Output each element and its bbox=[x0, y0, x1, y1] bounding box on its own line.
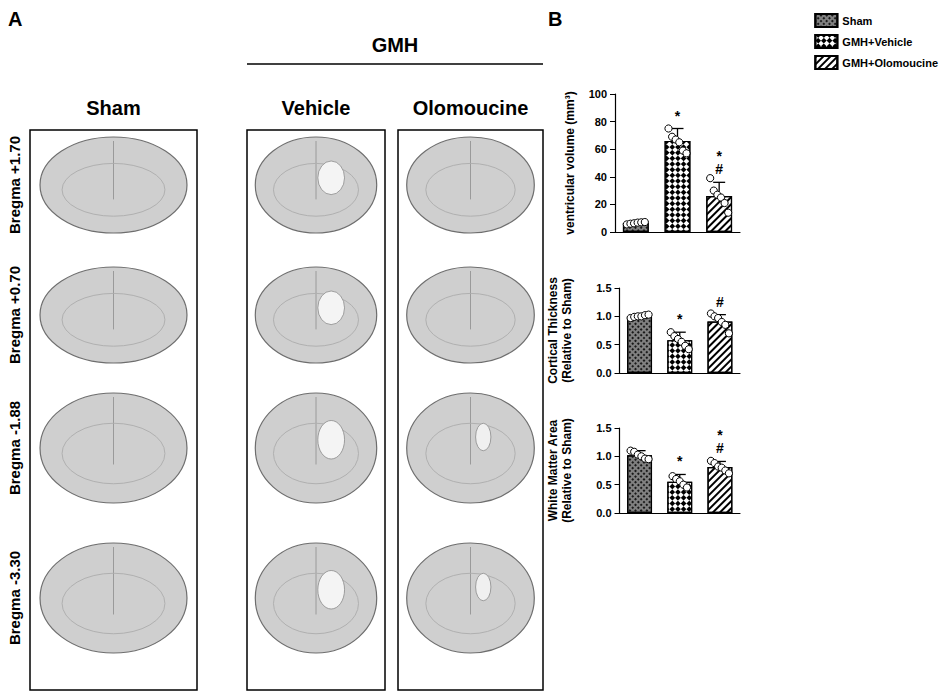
svg-text:Vehicle: Vehicle bbox=[282, 97, 351, 119]
svg-text:1.5: 1.5 bbox=[596, 282, 611, 294]
svg-text:(Relative to Sham): (Relative to Sham) bbox=[560, 278, 574, 383]
svg-text:20: 20 bbox=[595, 198, 607, 210]
svg-text:GMH+Olomoucine: GMH+Olomoucine bbox=[842, 57, 938, 69]
svg-text:Sham: Sham bbox=[842, 15, 872, 27]
svg-text:Bregma -1.88: Bregma -1.88 bbox=[6, 401, 23, 495]
svg-text:*: * bbox=[677, 453, 683, 469]
svg-text:#: # bbox=[716, 440, 724, 456]
svg-text:60: 60 bbox=[595, 143, 607, 155]
html-text:B: B bbox=[548, 8, 563, 30]
svg-text:#: # bbox=[716, 294, 724, 310]
svg-text:40: 40 bbox=[595, 171, 607, 183]
svg-text:80: 80 bbox=[595, 116, 607, 128]
svg-text:0.5: 0.5 bbox=[596, 479, 611, 491]
svg-text:0.0: 0.0 bbox=[596, 367, 611, 379]
svg-text:GMH+Vehicle: GMH+Vehicle bbox=[842, 36, 912, 48]
svg-text:Sham: Sham bbox=[86, 97, 140, 119]
svg-text:(Relative to Sham): (Relative to Sham) bbox=[560, 418, 574, 523]
svg-text:Olomoucine: Olomoucine bbox=[413, 97, 529, 119]
svg-text:Bregma -3.30: Bregma -3.30 bbox=[6, 551, 23, 645]
svg-text:1.5: 1.5 bbox=[596, 422, 611, 434]
svg-text:0.5: 0.5 bbox=[596, 339, 611, 351]
svg-text:100: 100 bbox=[589, 88, 607, 100]
svg-text:Bregma +1.70: Bregma +1.70 bbox=[6, 136, 23, 234]
svg-text:White Matter Area: White Matter Area bbox=[546, 419, 560, 521]
svg-text:ventricular volume (mm³): ventricular volume (mm³) bbox=[563, 91, 577, 234]
svg-text:#: # bbox=[715, 161, 723, 177]
svg-text:1.0: 1.0 bbox=[596, 450, 611, 462]
svg-text:0: 0 bbox=[601, 226, 607, 238]
html-text:A: A bbox=[8, 8, 23, 30]
svg-text:Bregma +0.70: Bregma +0.70 bbox=[6, 266, 23, 364]
svg-text:GMH: GMH bbox=[372, 34, 419, 56]
svg-text:1.0: 1.0 bbox=[596, 310, 611, 322]
svg-text:0.0: 0.0 bbox=[596, 507, 611, 519]
svg-text:*: * bbox=[675, 108, 681, 124]
svg-text:*: * bbox=[677, 311, 683, 327]
svg-text:Cortical Thickness: Cortical Thickness bbox=[546, 277, 560, 384]
